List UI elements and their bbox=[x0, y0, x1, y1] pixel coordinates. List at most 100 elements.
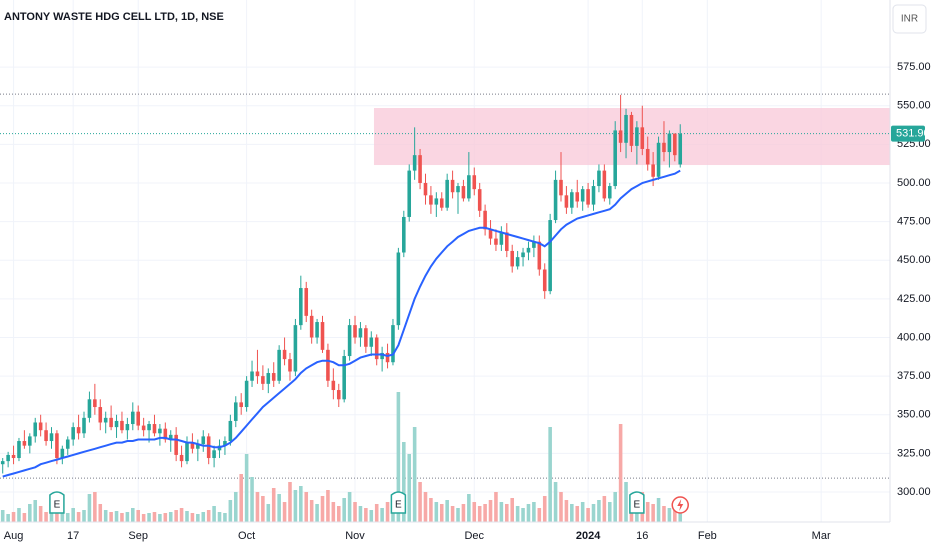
y-tick-label: 475.00 bbox=[897, 216, 931, 228]
volume-bar bbox=[109, 512, 113, 522]
y-tick-label: 450.00 bbox=[897, 254, 931, 266]
candle-body bbox=[98, 407, 103, 423]
candle-body bbox=[109, 417, 113, 428]
candle-body bbox=[602, 170, 607, 199]
volume-bar bbox=[645, 502, 650, 522]
y-tick-label: 550.00 bbox=[897, 100, 931, 112]
volume-bar bbox=[434, 502, 439, 522]
volume-bar bbox=[17, 508, 21, 522]
y-tick-label: 400.00 bbox=[897, 331, 931, 343]
candle-body bbox=[380, 352, 384, 360]
volume-bar bbox=[326, 490, 330, 522]
volume-bar bbox=[261, 496, 265, 522]
volume-bar bbox=[120, 513, 124, 522]
candle-body bbox=[510, 250, 514, 267]
candle-body bbox=[532, 241, 536, 248]
volume-bar bbox=[131, 508, 135, 522]
volume-bar bbox=[456, 508, 460, 522]
currency-label[interactable]: INR bbox=[901, 14, 918, 25]
candle-body bbox=[114, 420, 119, 428]
volume-bar bbox=[179, 508, 184, 522]
candle-body bbox=[439, 198, 444, 208]
axes: 300.00 325.00 350.00 375.00 400.00 425.00 450.… bbox=[4, 61, 931, 542]
volume-bar bbox=[347, 492, 352, 522]
volume-bar bbox=[591, 504, 596, 522]
y-tick-label: 425.00 bbox=[897, 293, 931, 305]
volume-bar bbox=[662, 506, 666, 522]
volume-bar bbox=[575, 506, 580, 522]
volume-bar bbox=[537, 508, 542, 522]
volume-bar bbox=[353, 502, 357, 522]
volume-bar bbox=[38, 506, 43, 522]
candle-body bbox=[87, 399, 92, 418]
currency-button[interactable] bbox=[892, 4, 927, 34]
candle-body bbox=[347, 325, 352, 357]
candle-body bbox=[618, 130, 623, 143]
candle-body bbox=[521, 252, 525, 258]
candle-body bbox=[271, 373, 276, 381]
candle-body bbox=[678, 133, 683, 165]
candle-body bbox=[82, 417, 86, 434]
volume-bar bbox=[44, 512, 48, 522]
candle-body bbox=[369, 337, 374, 347]
volume-bar bbox=[521, 508, 525, 522]
candle-body bbox=[22, 441, 27, 446]
candle-body bbox=[559, 179, 563, 196]
candle-body bbox=[174, 434, 178, 455]
y-tick-label: 300.00 bbox=[897, 486, 931, 498]
y-tick-label: 375.00 bbox=[897, 370, 931, 382]
volume-bar bbox=[28, 504, 32, 522]
candle-body bbox=[456, 186, 460, 193]
volume-bar bbox=[548, 427, 552, 522]
volume-bar bbox=[147, 513, 151, 522]
candle-body bbox=[575, 192, 580, 202]
candle-body bbox=[472, 175, 477, 190]
candle-body bbox=[364, 328, 368, 347]
candle-body bbox=[515, 257, 520, 267]
volume-bar bbox=[667, 508, 672, 522]
candle-body bbox=[418, 155, 422, 183]
candle-body bbox=[667, 133, 672, 153]
candle-body bbox=[158, 428, 162, 434]
x-tick-label: Aug bbox=[4, 530, 24, 542]
volume-bar bbox=[336, 506, 341, 522]
volume-bar bbox=[103, 510, 108, 522]
candle-body bbox=[125, 424, 130, 431]
candle-body bbox=[228, 420, 233, 442]
candle-body bbox=[434, 198, 439, 205]
candle-body bbox=[336, 390, 341, 400]
y-tick-label: 325.00 bbox=[897, 447, 931, 459]
volume-bar bbox=[439, 504, 444, 522]
candle-body bbox=[28, 436, 32, 446]
candle-body bbox=[44, 430, 48, 442]
volume-bar bbox=[673, 510, 677, 522]
candle-body bbox=[461, 186, 466, 199]
candle-body bbox=[233, 402, 238, 421]
candle-body bbox=[190, 442, 195, 449]
earnings-label: E bbox=[54, 500, 61, 511]
volume-bar bbox=[299, 486, 303, 522]
volume-bar bbox=[6, 514, 10, 522]
earnings-flag bbox=[390, 491, 407, 514]
candle-body bbox=[505, 232, 509, 251]
volume-bar bbox=[429, 498, 433, 522]
volume-bar bbox=[33, 500, 38, 522]
volume-bar bbox=[93, 492, 97, 522]
volume-bar bbox=[87, 494, 92, 522]
volume-bar bbox=[364, 508, 368, 522]
candle-body bbox=[450, 179, 455, 193]
price-tag bbox=[891, 125, 925, 142]
candle-body bbox=[342, 356, 346, 400]
volume-bar bbox=[288, 482, 292, 522]
candle-body bbox=[483, 210, 487, 230]
candle-body bbox=[168, 434, 173, 440]
candle-body bbox=[499, 232, 504, 245]
volume-bar bbox=[82, 510, 86, 522]
price-tag-label: 531.90 bbox=[896, 128, 930, 140]
x-tick-label: 2024 bbox=[576, 530, 601, 542]
earnings-label: E bbox=[634, 500, 641, 511]
earnings-flag bbox=[49, 491, 65, 514]
candle-body bbox=[266, 373, 271, 384]
candle-body bbox=[201, 436, 206, 445]
